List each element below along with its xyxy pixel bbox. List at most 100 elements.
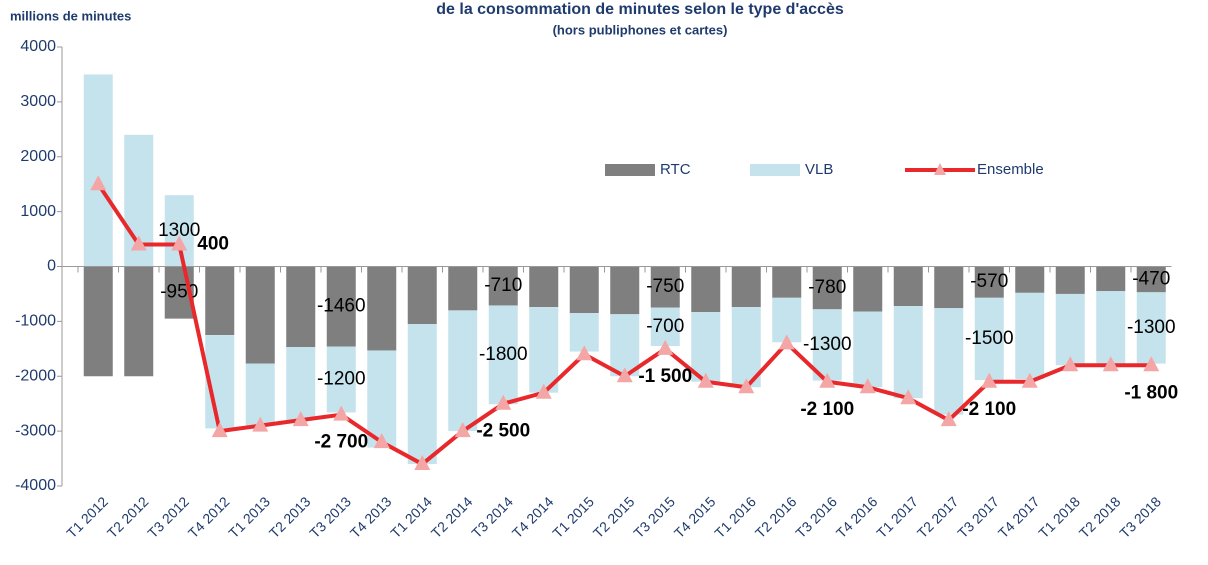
data-label: -750 [646,276,684,297]
bar [326,266,356,347]
bar [934,266,964,309]
marker [900,389,917,405]
chart-subtitle: (hors publiphones et cartes) [553,22,728,37]
x-tick-label: T1 2015 [549,493,597,541]
marker [454,422,471,438]
y-tick-label: -2000 [15,367,56,384]
bar [367,350,397,448]
bar [1055,266,1085,294]
x-tick-label: T2 2016 [752,493,800,541]
legend-marker [934,163,946,175]
x-tick-label: T1 2014 [387,493,435,541]
marker [130,235,147,251]
chart-title: de la consommation de minutes selon le t… [436,1,844,18]
bar [650,307,680,347]
x-tick-label: T3 2015 [630,493,678,541]
x-tick-label: T4 2014 [509,493,557,541]
bar [569,313,599,352]
data-label: -700 [646,316,684,337]
y-tick-label: -4000 [15,477,56,494]
legend-label: Ensemble [977,161,1044,178]
x-tick-label: T4 2015 [671,493,719,541]
bar [1015,266,1045,293]
marker [1102,356,1119,372]
x-tick-label: T2 2012 [104,493,152,541]
bar [407,324,437,465]
bar [245,363,275,426]
bar [367,266,397,351]
x-tick-label: T3 2013 [306,493,354,541]
bar [610,314,640,377]
marker [616,367,633,383]
data-label: -2 100 [962,399,1016,420]
bar [772,266,802,298]
marker [778,334,795,350]
y-tick-label: -3000 [15,422,56,439]
y-tick-label: 0 [47,258,56,275]
y-tick-label: -1000 [15,313,56,330]
x-tick-label: T1 2013 [225,493,273,541]
bar [691,312,721,382]
data-label: 1300 [158,220,200,241]
marker [373,433,390,449]
data-label: -2 100 [800,399,854,420]
x-tick-label: T3 2016 [792,493,840,541]
x-tick-label: T1 2018 [1035,493,1083,541]
bar [529,307,559,393]
bar [83,266,113,377]
marker [576,345,593,361]
marker [981,372,998,388]
y-axis-label: millions de minutes [10,8,131,23]
legend-swatch [605,164,655,176]
data-label: -570 [970,271,1008,292]
data-label: -470 [1132,268,1170,289]
data-label: 400 [197,234,229,255]
data-label: -1460 [317,296,366,317]
x-tick-label: T3 2018 [1116,493,1164,541]
bar [893,306,923,399]
marker [819,372,836,388]
x-tick-label: T2 2018 [1076,493,1124,541]
y-tick-label: 2000 [20,148,56,165]
bar [407,266,437,325]
bar [245,266,275,364]
legend-label: VLB [805,161,833,178]
data-label: -1 500 [638,366,692,387]
bar [934,308,964,415]
bar [488,305,518,405]
bar [448,266,478,311]
bar [1096,266,1126,292]
bar [205,266,235,336]
marker [495,394,512,410]
x-tick-label: T4 2016 [833,493,881,541]
bar [893,266,923,307]
bar [286,266,316,348]
x-tick-label: T3 2014 [468,493,516,541]
y-tick-label: 3000 [20,93,56,110]
data-label: -1300 [1127,317,1176,338]
x-tick-label: T2 2014 [428,493,476,541]
x-tick-label: T2 2015 [590,493,638,541]
bar [974,297,1004,381]
data-label: -1200 [317,369,366,390]
x-tick-label: T4 2017 [995,493,1043,541]
bar [124,266,154,377]
bar [812,309,842,381]
bar [731,266,761,308]
marker [90,175,107,191]
marker [292,411,309,427]
marker [1062,356,1079,372]
bar [650,266,680,308]
marker [171,235,188,251]
data-label: -710 [484,275,522,296]
marker [940,411,957,427]
data-label: -1800 [479,344,528,365]
y-tick-label: 4000 [20,38,56,55]
bar [569,266,599,314]
bar [529,266,559,308]
bar [853,311,883,388]
data-label: -1 800 [1124,382,1178,403]
data-label: -2 700 [314,432,368,453]
bar [974,266,1004,298]
